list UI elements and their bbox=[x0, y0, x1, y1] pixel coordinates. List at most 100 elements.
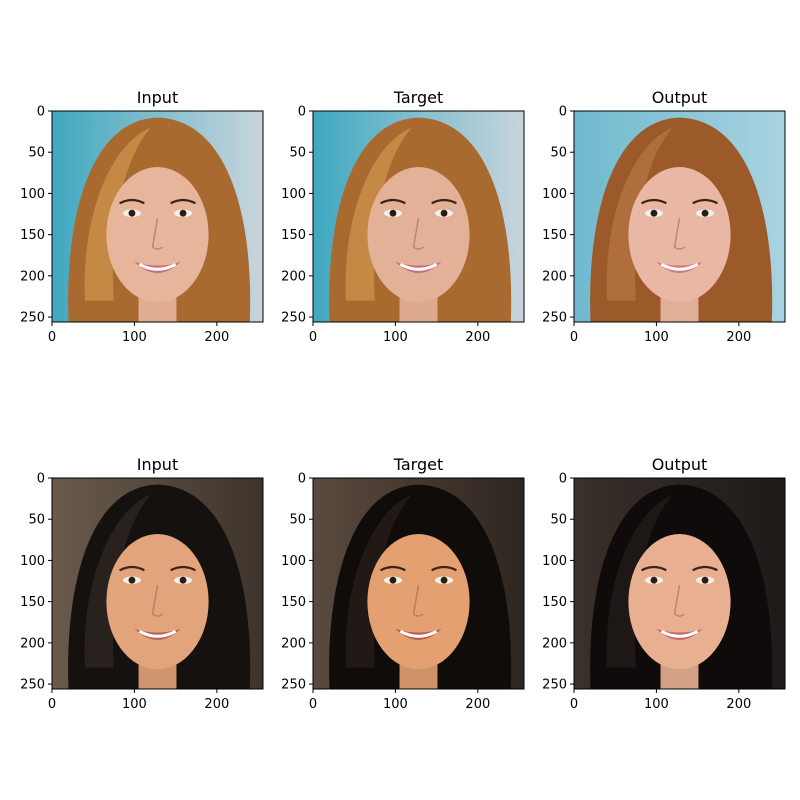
y-tick-label: 50 bbox=[550, 146, 567, 161]
y-tick-label: 50 bbox=[28, 513, 45, 528]
mouth bbox=[656, 261, 703, 273]
y-tick-label: 250 bbox=[20, 678, 45, 693]
right-eyebrow bbox=[692, 565, 718, 572]
y-tick-label: 200 bbox=[281, 636, 306, 651]
right-eyebrow bbox=[170, 565, 196, 572]
y-tick-label: 100 bbox=[281, 187, 306, 202]
right-eyebrow bbox=[431, 198, 457, 205]
right-pupil bbox=[179, 576, 187, 584]
y-tick-label: 200 bbox=[20, 269, 45, 284]
x-tick-label: 0 bbox=[48, 697, 56, 712]
right-pupil bbox=[701, 576, 709, 584]
nose bbox=[673, 585, 685, 617]
hair-highlight bbox=[606, 127, 673, 301]
axes-frame bbox=[312, 477, 525, 690]
left-eyebrow bbox=[119, 198, 145, 205]
subplot-title: Input bbox=[137, 88, 178, 107]
face-image bbox=[52, 111, 263, 322]
subplot-6: Output 0 100 200 0 50 100 150 200 250 bbox=[542, 455, 786, 712]
y-tick-label: 0 bbox=[37, 105, 45, 120]
mouth bbox=[395, 261, 442, 273]
face-image bbox=[313, 111, 524, 322]
x-tick-label: 100 bbox=[383, 697, 408, 712]
teeth bbox=[138, 629, 177, 638]
y-tick-label: 150 bbox=[20, 595, 45, 610]
face-shape bbox=[628, 534, 731, 670]
x-tick-label: 0 bbox=[570, 330, 578, 345]
subplot-title: Target bbox=[393, 455, 444, 474]
nose bbox=[412, 585, 424, 617]
y-tick-label: 50 bbox=[28, 146, 45, 161]
y-tick-label: 250 bbox=[542, 678, 567, 693]
nose bbox=[673, 218, 685, 250]
y-tick-label: 50 bbox=[289, 513, 306, 528]
axes-frame bbox=[573, 477, 786, 690]
subplot-title: Output bbox=[652, 88, 708, 107]
mouth bbox=[656, 628, 703, 640]
axes-frame bbox=[573, 110, 786, 323]
hair-highlight bbox=[84, 127, 151, 301]
subplot-title: Output bbox=[652, 455, 708, 474]
y-tick-label: 250 bbox=[542, 311, 567, 326]
x-tick-label: 200 bbox=[465, 330, 490, 345]
y-tick-label: 250 bbox=[281, 678, 306, 693]
face-shape bbox=[628, 167, 731, 303]
y-tick-label: 200 bbox=[542, 636, 567, 651]
axes-frame bbox=[51, 477, 264, 690]
y-tick-label: 150 bbox=[20, 228, 45, 243]
y-tick-label: 250 bbox=[281, 311, 306, 326]
hair-highlight bbox=[345, 127, 412, 301]
x-tick-label: 100 bbox=[122, 697, 147, 712]
y-tick-label: 150 bbox=[542, 228, 567, 243]
x-tick-label: 200 bbox=[204, 330, 229, 345]
nose bbox=[151, 218, 163, 250]
y-tick-label: 100 bbox=[281, 554, 306, 569]
y-tick-label: 50 bbox=[550, 513, 567, 528]
hair-highlight bbox=[84, 494, 151, 668]
x-tick-label: 200 bbox=[204, 697, 229, 712]
x-tick-label: 0 bbox=[309, 697, 317, 712]
left-eyebrow bbox=[380, 565, 406, 572]
y-tick-label: 0 bbox=[559, 472, 567, 487]
x-tick-label: 100 bbox=[383, 330, 408, 345]
right-pupil bbox=[440, 576, 448, 584]
subplot-1: Input 0 100 200 0 50 100 150 200 250 bbox=[20, 88, 264, 345]
left-pupil bbox=[389, 209, 397, 217]
x-tick-label: 200 bbox=[726, 697, 751, 712]
subplot-2: Target 0 100 200 0 50 100 150 200 250 bbox=[281, 88, 525, 345]
face-image bbox=[52, 478, 263, 689]
left-pupil bbox=[389, 576, 397, 584]
y-tick-label: 0 bbox=[298, 472, 306, 487]
y-tick-label: 150 bbox=[281, 228, 306, 243]
x-tick-label: 100 bbox=[644, 330, 669, 345]
x-tick-label: 200 bbox=[726, 330, 751, 345]
y-tick-label: 100 bbox=[542, 187, 567, 202]
y-tick-label: 150 bbox=[281, 595, 306, 610]
axes-frame bbox=[51, 110, 264, 323]
right-pupil bbox=[701, 209, 709, 217]
x-tick-label: 100 bbox=[122, 330, 147, 345]
right-eyebrow bbox=[692, 198, 718, 205]
y-tick-label: 50 bbox=[289, 146, 306, 161]
hair-highlight bbox=[345, 494, 412, 668]
y-tick-label: 100 bbox=[20, 554, 45, 569]
left-pupil bbox=[128, 576, 136, 584]
subplot-4: Input 0 100 200 0 50 100 150 200 250 bbox=[20, 455, 264, 712]
teeth bbox=[660, 262, 699, 271]
mouth bbox=[134, 628, 181, 640]
y-tick-label: 250 bbox=[20, 311, 45, 326]
right-pupil bbox=[440, 209, 448, 217]
subplot-3: Output 0 100 200 0 50 100 150 200 250 bbox=[542, 88, 786, 345]
teeth bbox=[399, 629, 438, 638]
left-pupil bbox=[650, 209, 658, 217]
x-tick-label: 0 bbox=[309, 330, 317, 345]
y-tick-label: 0 bbox=[559, 105, 567, 120]
y-tick-label: 0 bbox=[298, 105, 306, 120]
mouth bbox=[134, 261, 181, 273]
y-tick-label: 100 bbox=[20, 187, 45, 202]
y-tick-label: 200 bbox=[542, 269, 567, 284]
left-eyebrow bbox=[380, 198, 406, 205]
face-shape bbox=[106, 534, 209, 670]
left-eyebrow bbox=[641, 198, 667, 205]
